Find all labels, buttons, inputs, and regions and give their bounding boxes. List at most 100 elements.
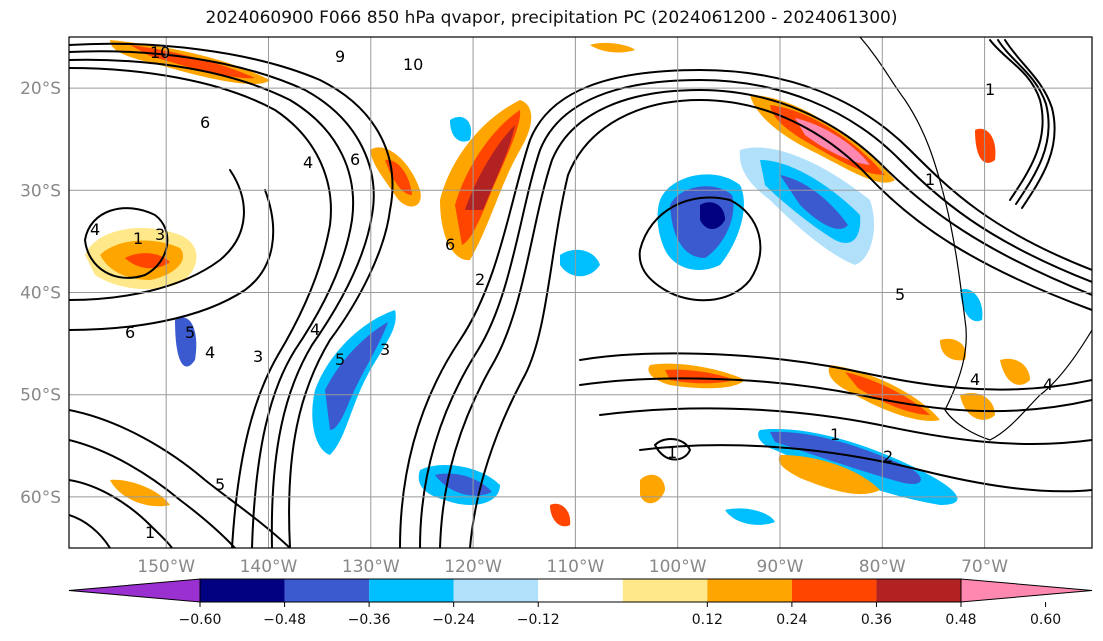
contour-lines — [69, 39, 1092, 548]
contour-label: 4 — [90, 220, 100, 239]
colorbar-tick-label: −0.36 — [348, 612, 391, 628]
coastline — [859, 37, 1092, 441]
contour-label: 10 — [403, 55, 423, 74]
contour-label: 1 — [985, 80, 995, 99]
contour-line — [639, 444, 1092, 493]
colorbar-segment — [791, 579, 877, 602]
contour-label: 10 — [150, 43, 170, 62]
contour-label: 2 — [475, 270, 485, 289]
negative-anomaly-area — [960, 289, 983, 322]
contour-label: 6 — [125, 323, 135, 342]
negative-anomaly-area — [560, 249, 600, 277]
contour-line — [469, 99, 1092, 548]
colorbar-segment — [453, 579, 539, 602]
colorbar-tick-label: 0.48 — [945, 612, 976, 628]
contour-label: 1 — [667, 443, 677, 462]
colorbar-extend-max — [960, 578, 1093, 603]
negative-anomaly-area — [700, 202, 725, 229]
map-content — [69, 37, 1092, 548]
positive-anomaly-area — [550, 503, 571, 527]
contour-line — [997, 39, 1050, 205]
contour-line — [69, 50, 375, 548]
colorbar-frame — [199, 578, 962, 603]
colorbar-tick-label: 0.24 — [776, 612, 807, 628]
positive-anomaly-area — [960, 392, 995, 420]
coastline-south-america — [859, 37, 1092, 441]
latitude-label: 60°S — [20, 488, 61, 508]
colorbar: −0.60 −0.48 −0.36 −0.24 −0.12 0.12 0.24 0.36 0.4… — [68, 578, 1093, 628]
precip-shading — [85, 40, 1030, 527]
contour-label: 1 — [133, 229, 143, 248]
negative-anomaly-area — [770, 431, 921, 485]
contour-label: 4 — [1043, 375, 1053, 394]
colorbar-tick-label: 0.60 — [1030, 612, 1061, 628]
contour-line — [989, 39, 1044, 201]
contour-label: 4 — [970, 370, 980, 389]
contour-label: 9 — [335, 47, 345, 66]
contour-line — [579, 352, 1092, 391]
longitude-label: 100°W — [649, 557, 707, 577]
contour-label: 3 — [155, 225, 165, 244]
colorbar-tick-label: −0.24 — [432, 612, 475, 628]
positive-anomaly-area — [590, 42, 635, 53]
longitude-label: 130°W — [342, 557, 400, 577]
map-frame — [68, 36, 1093, 549]
colorbar-segment — [538, 579, 623, 602]
longitude-label: 70°W — [961, 557, 1008, 577]
negative-anomaly-area — [725, 508, 775, 525]
contour-label: 5 — [335, 350, 345, 369]
contour-label: 3 — [253, 347, 263, 366]
positive-anomaly-area — [940, 338, 966, 361]
contour-label: 3 — [380, 340, 390, 359]
contour-line — [1004, 39, 1056, 209]
latitude-label: 40°S — [20, 284, 61, 304]
colorbar-segment — [284, 579, 370, 602]
contour-label: 4 — [303, 153, 313, 172]
longitude-label: 80°W — [859, 557, 906, 577]
contour-label: 6 — [445, 235, 455, 254]
positive-anomaly-area — [1000, 358, 1030, 385]
contour-label: 6 — [350, 150, 360, 169]
longitude-label: 110°W — [547, 557, 605, 577]
contour-label: 1 — [925, 170, 935, 189]
colorbar-segment — [200, 579, 285, 602]
contour-line — [69, 42, 394, 548]
grid-lines — [69, 37, 1092, 548]
contour-label: 5 — [185, 323, 195, 342]
colorbar-segment — [876, 579, 961, 602]
contour-label: 4 — [205, 343, 215, 362]
colorbar-segment — [369, 579, 454, 602]
contour-label: 2 — [883, 447, 893, 466]
latitude-label: 50°S — [20, 386, 61, 406]
contour-line — [399, 69, 1092, 548]
contour-label: 5 — [895, 285, 905, 304]
positive-anomaly-area — [778, 455, 880, 495]
colorbar-tick-label: 0.36 — [861, 612, 892, 628]
positive-anomaly-area — [975, 128, 996, 163]
positive-anomaly-area — [110, 479, 170, 507]
contour-line — [69, 67, 332, 548]
positive-anomaly-area — [640, 474, 665, 504]
longitude-label: 140°W — [240, 557, 298, 577]
latitude-label: 20°S — [20, 79, 61, 99]
contour-label: 1 — [145, 523, 155, 542]
contour-line — [69, 189, 275, 331]
negative-anomaly-area — [435, 473, 492, 496]
latitude-label: 30°S — [20, 181, 61, 201]
latitude-labels: 20°S 30°S 40°S 50°S 60°S — [20, 79, 61, 508]
contour-line — [69, 409, 291, 548]
colorbar-tick-label: −0.48 — [263, 612, 306, 628]
negative-anomaly-area — [325, 322, 388, 430]
longitude-labels: 150°W 140°W 130°W 120°W 110°W 100°W 90°W 80°W 70… — [137, 557, 1008, 577]
longitude-label: 120°W — [444, 557, 502, 577]
positive-anomaly-area — [795, 118, 870, 165]
contour-line — [638, 196, 762, 302]
colorbar-tick-label: 0.12 — [692, 612, 723, 628]
longitude-label: 90°W — [757, 557, 804, 577]
contour-label: 5 — [215, 475, 225, 494]
colorbar-tick-label: −0.12 — [517, 612, 560, 628]
contour-line — [69, 169, 245, 301]
contour-line — [599, 407, 1092, 446]
negative-anomaly-area — [780, 175, 848, 229]
